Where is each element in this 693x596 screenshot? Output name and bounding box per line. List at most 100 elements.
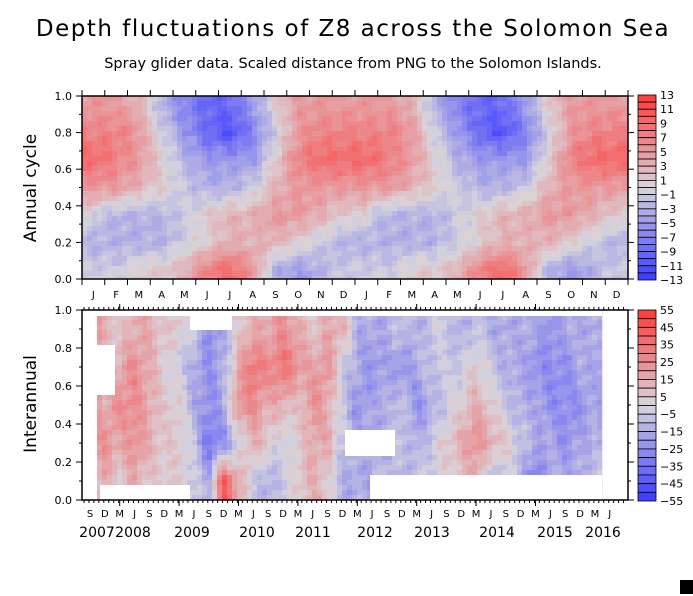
heatmap-cell [532, 131, 538, 137]
heatmap-cell [332, 261, 338, 267]
heatmap-cell [287, 166, 293, 172]
heatmap-cell [522, 216, 528, 222]
heatmap-cell [357, 116, 363, 122]
heatmap-cell [127, 400, 133, 406]
heatmap-cell [112, 136, 118, 142]
heatmap-cell [477, 161, 483, 167]
heatmap-cell [307, 246, 313, 252]
heatmap-cell [607, 231, 613, 237]
heatmap-cell [257, 201, 263, 207]
heatmap-cell [497, 271, 503, 277]
heatmap-cell [257, 166, 263, 172]
heatmap-cell [432, 141, 438, 147]
heatmap-cell [292, 236, 298, 242]
heatmap-cell [457, 136, 463, 142]
heatmap-cell [107, 395, 113, 401]
heatmap-cell [327, 261, 333, 267]
heatmap-cell [97, 211, 103, 217]
heatmap-cell [477, 246, 483, 252]
heatmap-cell [622, 221, 628, 227]
heatmap-cell [327, 206, 333, 212]
heatmap-cell [457, 226, 463, 232]
heatmap-cell [107, 111, 113, 117]
heatmap-cell [437, 111, 443, 117]
heatmap-cell [352, 261, 358, 267]
heatmap-cell [587, 226, 593, 232]
heatmap-cell [137, 231, 143, 237]
heatmap-cell [122, 320, 128, 326]
heatmap-cell [487, 221, 493, 227]
heatmap-cell [407, 186, 413, 192]
heatmap-cell [592, 111, 598, 117]
heatmap-cell [362, 276, 368, 280]
heatmap-cell [607, 106, 613, 112]
heatmap-cell [557, 106, 563, 112]
heatmap-cell [122, 445, 128, 451]
heatmap-cell [152, 365, 158, 371]
heatmap-cell [267, 206, 273, 212]
heatmap-cell [212, 121, 218, 127]
heatmap-cell [447, 226, 453, 232]
heatmap-cell [562, 241, 568, 247]
heatmap-cell [92, 151, 98, 157]
heatmap-cell [317, 231, 323, 237]
heatmap-cell [507, 196, 513, 202]
heatmap-cell [282, 176, 288, 182]
heatmap-cell [217, 251, 223, 257]
heatmap-cell [162, 251, 168, 257]
heatmap-cell [342, 151, 348, 157]
heatmap-cell [137, 226, 143, 232]
heatmap-cell [212, 146, 218, 152]
heatmap-cell [617, 181, 623, 187]
heatmap-cell [377, 256, 383, 262]
heatmap-cell [477, 201, 483, 207]
heatmap-cell [617, 151, 623, 157]
heatmap-cell [287, 156, 293, 162]
heatmap-cell [117, 480, 123, 486]
heatmap-cell [472, 126, 478, 132]
heatmap-cell [102, 330, 108, 336]
heatmap-cell [452, 206, 458, 212]
heatmap-cell [132, 161, 138, 167]
heatmap-cell [82, 181, 88, 187]
heatmap-cell [167, 136, 173, 142]
x-tick-label: M [135, 290, 144, 301]
heatmap-cell [492, 201, 498, 207]
heatmap-cell [532, 276, 538, 280]
heatmap-cell [197, 186, 203, 192]
heatmap-cell [497, 131, 503, 137]
heatmap-cell [292, 166, 298, 172]
heatmap-cell [182, 325, 188, 331]
heatmap-cell [572, 156, 578, 162]
heatmap-cell [472, 181, 478, 187]
heatmap-cell [422, 121, 428, 127]
heatmap-cell [407, 256, 413, 262]
heatmap-cell [252, 106, 258, 112]
heatmap-cell [522, 211, 528, 217]
heatmap-cell [437, 276, 443, 280]
heatmap-cell [407, 251, 413, 257]
heatmap-cell [507, 116, 513, 122]
heatmap-cell [557, 111, 563, 117]
heatmap-cell [102, 425, 108, 431]
heatmap-cell [377, 226, 383, 232]
heatmap-cell [142, 415, 148, 421]
heatmap-cell [257, 181, 263, 187]
heatmap-cell [167, 226, 173, 232]
heatmap-cell [477, 146, 483, 152]
heatmap-cell [152, 126, 158, 132]
heatmap-cell [462, 276, 468, 280]
heatmap-cell [82, 221, 88, 227]
heatmap-cell [472, 246, 478, 252]
heatmap-cell [167, 231, 173, 237]
heatmap-cell [427, 146, 433, 152]
heatmap-cell [257, 231, 263, 237]
heatmap-cell [542, 186, 548, 192]
heatmap-cell [372, 166, 378, 172]
heatmap-cell [602, 136, 608, 142]
heatmap-cell [102, 121, 108, 127]
heatmap-cell [162, 116, 168, 122]
heatmap-cell [177, 256, 183, 262]
heatmap-cell [212, 231, 218, 237]
heatmap-cell [402, 186, 408, 192]
